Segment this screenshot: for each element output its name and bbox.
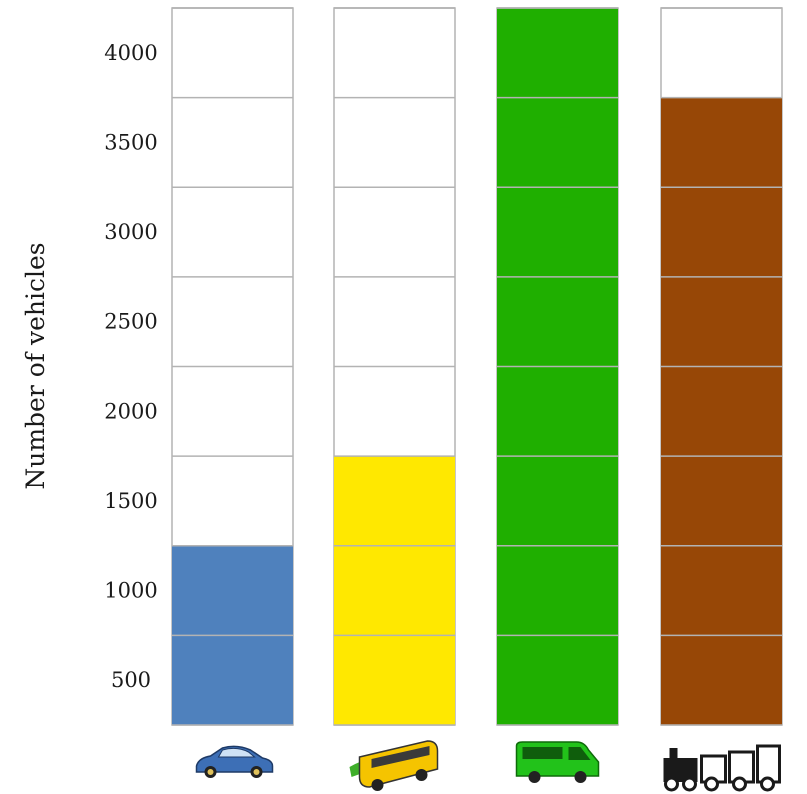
y-tick-label: 3500 [104, 130, 157, 154]
van-icon [515, 741, 600, 783]
bar-bus [334, 456, 455, 725]
bar-column-car [171, 7, 294, 726]
train-icon [663, 744, 781, 792]
car-icon [195, 745, 274, 778]
bar-column-van [496, 7, 619, 726]
bar-column-train [660, 7, 783, 726]
bus-icon [349, 740, 439, 791]
y-tick-label: 1500 [104, 489, 157, 513]
bars [171, 7, 783, 726]
y-tick-label: 500 [111, 668, 151, 692]
y-axis-label: Number of vehicles [21, 242, 50, 489]
bar-column-bus [333, 7, 456, 726]
y-tick-label: 4000 [104, 41, 157, 65]
y-tick-label: 3000 [104, 220, 157, 244]
y-axis-title: Number of vehicles [21, 242, 50, 489]
category-icons [195, 740, 781, 792]
y-tick-label: 2000 [104, 399, 157, 423]
y-axis-ticks: 500 1000 1500 2000 2500 3000 3500 4000 [104, 41, 157, 692]
y-tick-label: 2500 [104, 310, 157, 334]
bar-train [661, 97, 782, 725]
y-tick-label: 1000 [104, 579, 157, 603]
